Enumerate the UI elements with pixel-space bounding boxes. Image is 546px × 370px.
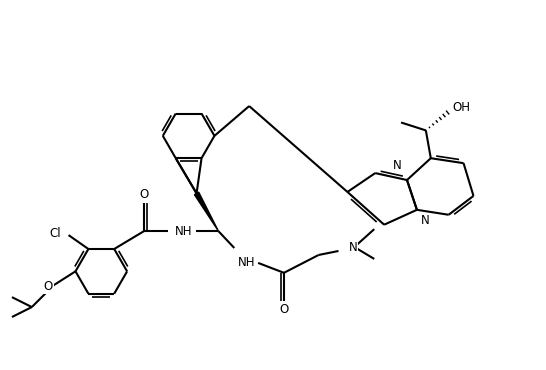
Text: O: O [44, 280, 52, 293]
Text: N: N [348, 240, 357, 253]
Text: N: N [421, 214, 430, 227]
Polygon shape [194, 192, 218, 231]
Text: NH: NH [175, 225, 192, 238]
Text: OH: OH [453, 101, 471, 114]
Text: O: O [139, 188, 149, 201]
Text: O: O [280, 303, 288, 316]
Text: NH: NH [238, 256, 255, 269]
Text: N: N [393, 159, 402, 172]
Text: Cl: Cl [49, 226, 61, 240]
